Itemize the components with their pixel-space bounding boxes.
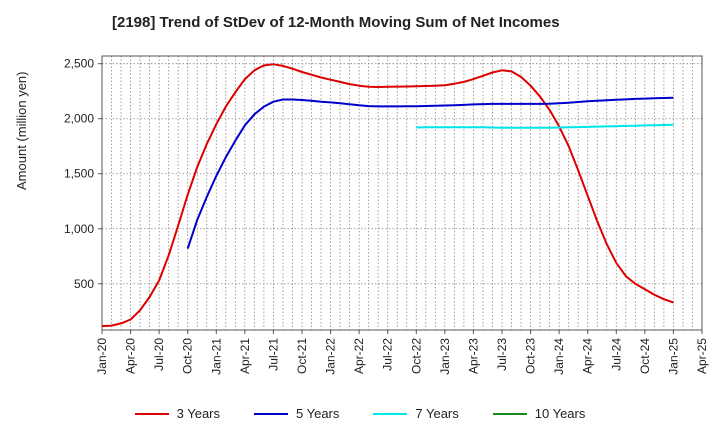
legend: 3 Years 5 Years 7 Years 10 Years	[0, 406, 720, 421]
line-chart-plot: 500 1,000 1,500 2,000 2,500 Jan-20 Apr-20 Jul-…	[64, 55, 709, 375]
x-tick-label: Apr-20	[124, 338, 138, 374]
x-tick-label: Jul-22	[381, 338, 395, 371]
x-axis-ticks: Jan-20 Apr-20 Jul-20 Oct-20 Jan-21 Apr-21 Jul-…	[95, 330, 709, 375]
series-line-3-years	[101, 63, 674, 328]
x-tick-label: Apr-23	[466, 338, 480, 374]
legend-label: 10 Years	[534, 406, 586, 421]
x-tick-label: Jul-23	[495, 338, 509, 371]
x-tick-label: Apr-24	[581, 338, 595, 374]
legend-label: 3 Years	[176, 406, 220, 421]
x-tick-label: Jan-24	[552, 338, 566, 375]
legend-item: 5 Years	[254, 406, 339, 421]
legend-swatch	[492, 412, 527, 415]
x-tick-label: Oct-22	[409, 338, 423, 374]
y-tick-label: 2,000	[64, 112, 94, 126]
x-tick-label: Jul-24	[609, 338, 623, 371]
y-tick-label: 2,500	[64, 57, 94, 71]
x-tick-label: Apr-21	[238, 338, 252, 374]
x-tick-label: Jan-20	[95, 338, 109, 375]
y-tick-label: 1,500	[64, 167, 94, 181]
x-tick-label: Jul-20	[152, 338, 166, 371]
series-lines	[101, 63, 674, 328]
x-tick-label: Apr-22	[352, 338, 366, 374]
series-line-7-years	[416, 123, 674, 129]
x-tick-label: Jan-22	[324, 338, 338, 375]
legend-swatch	[134, 412, 169, 415]
x-tick-label: Jan-21	[209, 338, 223, 375]
chart-title: [2198] Trend of StDev of 12-Month Moving…	[112, 14, 560, 31]
legend-swatch	[373, 412, 408, 415]
x-tick-label: Oct-24	[638, 338, 652, 374]
legend-label: 7 Years	[415, 406, 459, 421]
x-tick-label: Oct-23	[524, 338, 538, 374]
gridlines	[102, 56, 702, 330]
legend-item: 7 Years	[373, 406, 459, 421]
legend-item: 3 Years	[134, 406, 220, 421]
y-axis-ticks: 500 1,000 1,500 2,000 2,500	[64, 57, 102, 291]
series-line-5-years	[186, 96, 674, 249]
x-tick-label: Apr-25	[695, 338, 709, 374]
plot-frame	[101, 55, 703, 331]
y-tick-label: 500	[74, 277, 94, 291]
x-tick-label: Oct-20	[181, 338, 195, 374]
legend-item: 10 Years	[492, 406, 586, 421]
x-tick-label: Jul-21	[266, 338, 280, 371]
legend-label: 5 Years	[296, 406, 340, 421]
x-tick-label: Oct-21	[295, 338, 309, 374]
x-tick-label: Jan-23	[438, 338, 452, 375]
y-tick-label: 1,000	[64, 222, 94, 236]
legend-swatch	[254, 412, 288, 415]
x-tick-label: Jan-25	[666, 338, 680, 375]
